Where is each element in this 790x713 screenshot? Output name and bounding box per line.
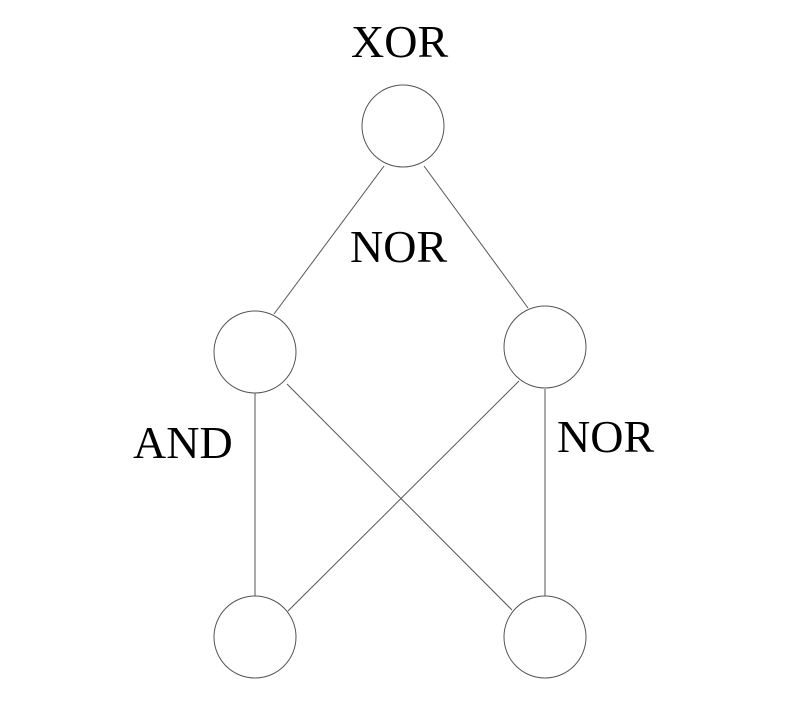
edge-top-to-mid-right — [423, 165, 529, 309]
label-top-xor: XOR — [351, 16, 449, 67]
label-right-nor: NOR — [557, 411, 655, 462]
edge-top-to-mid-left — [273, 165, 385, 315]
edge-mid-left-to-bottom-right — [286, 383, 513, 611]
nodes — [213, 84, 587, 679]
node-top — [361, 84, 445, 168]
node-mid-left — [213, 310, 297, 394]
edges — [254, 165, 546, 612]
node-mid-right — [503, 305, 587, 389]
node-bottom-left — [213, 595, 297, 679]
label-left-and: AND — [133, 417, 233, 468]
edge-mid-right-to-bottom-left — [287, 380, 520, 612]
label-middle-nor: NOR — [350, 221, 448, 272]
node-bottom-right — [503, 595, 587, 679]
